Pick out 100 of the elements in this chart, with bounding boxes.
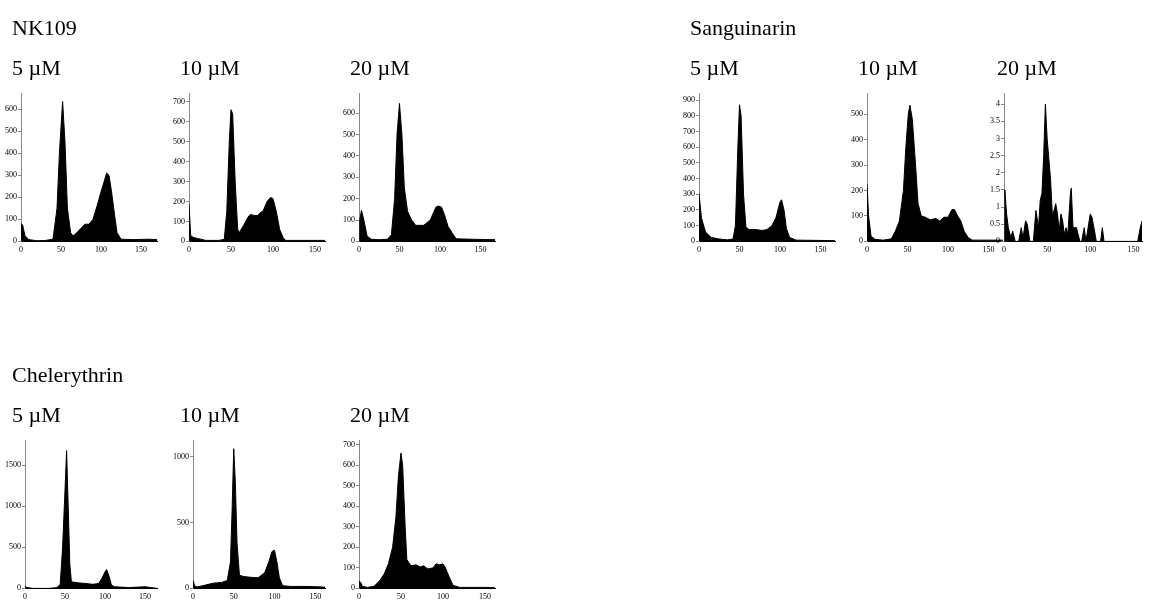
y-tick-label: 400 bbox=[683, 173, 695, 183]
y-tick-label: 300 bbox=[683, 189, 695, 199]
x-tick-label: 100 bbox=[773, 245, 786, 255]
x-tick-label: 50 bbox=[1043, 245, 1052, 255]
chart-title: 20 µM bbox=[349, 54, 411, 82]
x-tick-label: 150 bbox=[982, 245, 995, 255]
y-tick-label: 600 bbox=[683, 142, 695, 152]
x-tick-label: 150 bbox=[308, 245, 321, 255]
y-tick-label: 200 bbox=[173, 196, 185, 206]
x-tick-label: 150 bbox=[814, 245, 827, 255]
y-tick-label: 500 bbox=[5, 126, 17, 136]
y-tick-label: 100 bbox=[173, 216, 185, 226]
y-tick-label: 0 bbox=[859, 236, 863, 246]
y-tick-label: 0 bbox=[351, 583, 355, 593]
y-tick-label: 2.5 bbox=[990, 150, 1000, 160]
y-tick-label: 200 bbox=[343, 193, 355, 203]
x-tick-label: 50 bbox=[61, 592, 69, 600]
y-tick-label: 500 bbox=[9, 542, 21, 552]
x-tick-label: 50 bbox=[396, 592, 405, 600]
y-tick-label: 4 bbox=[996, 99, 1000, 109]
y-tick-label: 200 bbox=[5, 192, 17, 202]
chart-title: 10 µM bbox=[179, 54, 241, 82]
chart-title: 10 µM bbox=[858, 55, 918, 80]
y-tick-label: 900 bbox=[683, 95, 695, 105]
y-tick-label: 2 bbox=[996, 167, 1000, 177]
x-tick-label: 100 bbox=[436, 592, 449, 600]
y-tick-label: 400 bbox=[173, 156, 185, 166]
text: NK109 bbox=[11, 14, 78, 42]
chart-title: 5 µM bbox=[11, 54, 62, 82]
x-tick-label: 50 bbox=[903, 245, 912, 255]
x-tick-label: 150 bbox=[309, 592, 322, 600]
y-tick-label: 300 bbox=[343, 172, 355, 182]
y-tick-label: 800 bbox=[683, 110, 695, 120]
x-tick-label: 100 bbox=[99, 592, 111, 600]
y-tick-label: 100 bbox=[5, 214, 17, 224]
y-tick-label: 300 bbox=[5, 170, 17, 180]
y-tick-label: 700 bbox=[173, 96, 185, 106]
y-tick-label: 600 bbox=[5, 104, 17, 114]
y-tick-label: 500 bbox=[173, 136, 185, 146]
chart-title: 20 µM bbox=[996, 54, 1058, 82]
y-tick-label: 300 bbox=[173, 176, 185, 186]
y-tick-label: 0 bbox=[13, 236, 17, 246]
y-tick-label: 400 bbox=[343, 501, 355, 511]
chart-title: 20 µM bbox=[349, 401, 411, 429]
x-tick-label: 50 bbox=[57, 245, 65, 255]
chart-title: 5 µM bbox=[689, 54, 740, 82]
y-tick-label: 400 bbox=[5, 148, 17, 158]
y-tick-label: 0 bbox=[181, 236, 185, 246]
x-tick-label: 100 bbox=[941, 245, 954, 255]
chart-title: 10 µM bbox=[179, 401, 241, 429]
y-tick-label: 100 bbox=[683, 220, 695, 230]
x-tick-label: 150 bbox=[139, 592, 151, 600]
x-tick-label: 50 bbox=[229, 592, 238, 600]
y-tick-label: 1500 bbox=[5, 460, 21, 470]
y-tick-label: 1.5 bbox=[990, 185, 1000, 195]
y-tick-label: 700 bbox=[343, 439, 355, 449]
y-tick-label: 500 bbox=[343, 129, 355, 139]
y-tick-label: 1000 bbox=[173, 451, 189, 461]
y-tick-label: 0 bbox=[691, 236, 695, 246]
y-tick-label: 600 bbox=[343, 108, 355, 118]
y-tick-label: 0.5 bbox=[990, 219, 1000, 229]
y-tick-label: 600 bbox=[173, 116, 185, 126]
chart-title: 5 µM bbox=[11, 401, 62, 429]
x-tick-label: 0 bbox=[191, 592, 195, 600]
y-tick-label: 0 bbox=[185, 583, 189, 593]
x-tick-label: 100 bbox=[266, 245, 279, 255]
y-tick-label: 700 bbox=[683, 126, 695, 136]
x-tick-label: 100 bbox=[433, 245, 446, 255]
y-tick-label: 0 bbox=[17, 583, 21, 593]
y-tick-label: 400 bbox=[851, 134, 863, 144]
y-tick-label: 100 bbox=[851, 211, 863, 221]
y-tick-label: 100 bbox=[343, 562, 355, 572]
x-tick-label: 0 bbox=[23, 592, 27, 600]
y-tick-label: 1 bbox=[996, 202, 1000, 212]
y-tick-label: 300 bbox=[851, 160, 863, 170]
y-tick-label: 200 bbox=[343, 542, 355, 552]
x-tick-label: 150 bbox=[478, 592, 491, 600]
y-tick-label: 200 bbox=[683, 205, 695, 215]
y-tick-label: 1000 bbox=[5, 501, 21, 511]
y-tick-label: 600 bbox=[343, 460, 355, 470]
x-tick-label: 100 bbox=[1084, 245, 1097, 255]
x-tick-label: 50 bbox=[735, 245, 744, 255]
y-tick-label: 500 bbox=[177, 517, 189, 527]
x-tick-label: 50 bbox=[226, 245, 235, 255]
x-tick-label: 50 bbox=[395, 245, 404, 255]
y-tick-label: 0 bbox=[351, 236, 355, 246]
y-tick-label: 300 bbox=[343, 521, 355, 531]
x-tick-label: 150 bbox=[135, 245, 147, 255]
y-tick-label: 500 bbox=[343, 480, 355, 490]
y-tick-label: 200 bbox=[851, 185, 863, 195]
y-tick-label: 500 bbox=[683, 157, 695, 167]
y-tick-label: 100 bbox=[343, 215, 355, 225]
x-tick-label: 100 bbox=[268, 592, 281, 600]
y-tick-label: 3.5 bbox=[990, 116, 1000, 126]
x-tick-label: 100 bbox=[95, 245, 107, 255]
y-tick-label: 3 bbox=[996, 133, 1000, 143]
text: Chelerythrin bbox=[11, 361, 125, 389]
x-tick-label: 150 bbox=[474, 245, 487, 255]
text: Sanguinarin bbox=[689, 14, 798, 42]
y-tick-label: 500 bbox=[851, 109, 863, 119]
